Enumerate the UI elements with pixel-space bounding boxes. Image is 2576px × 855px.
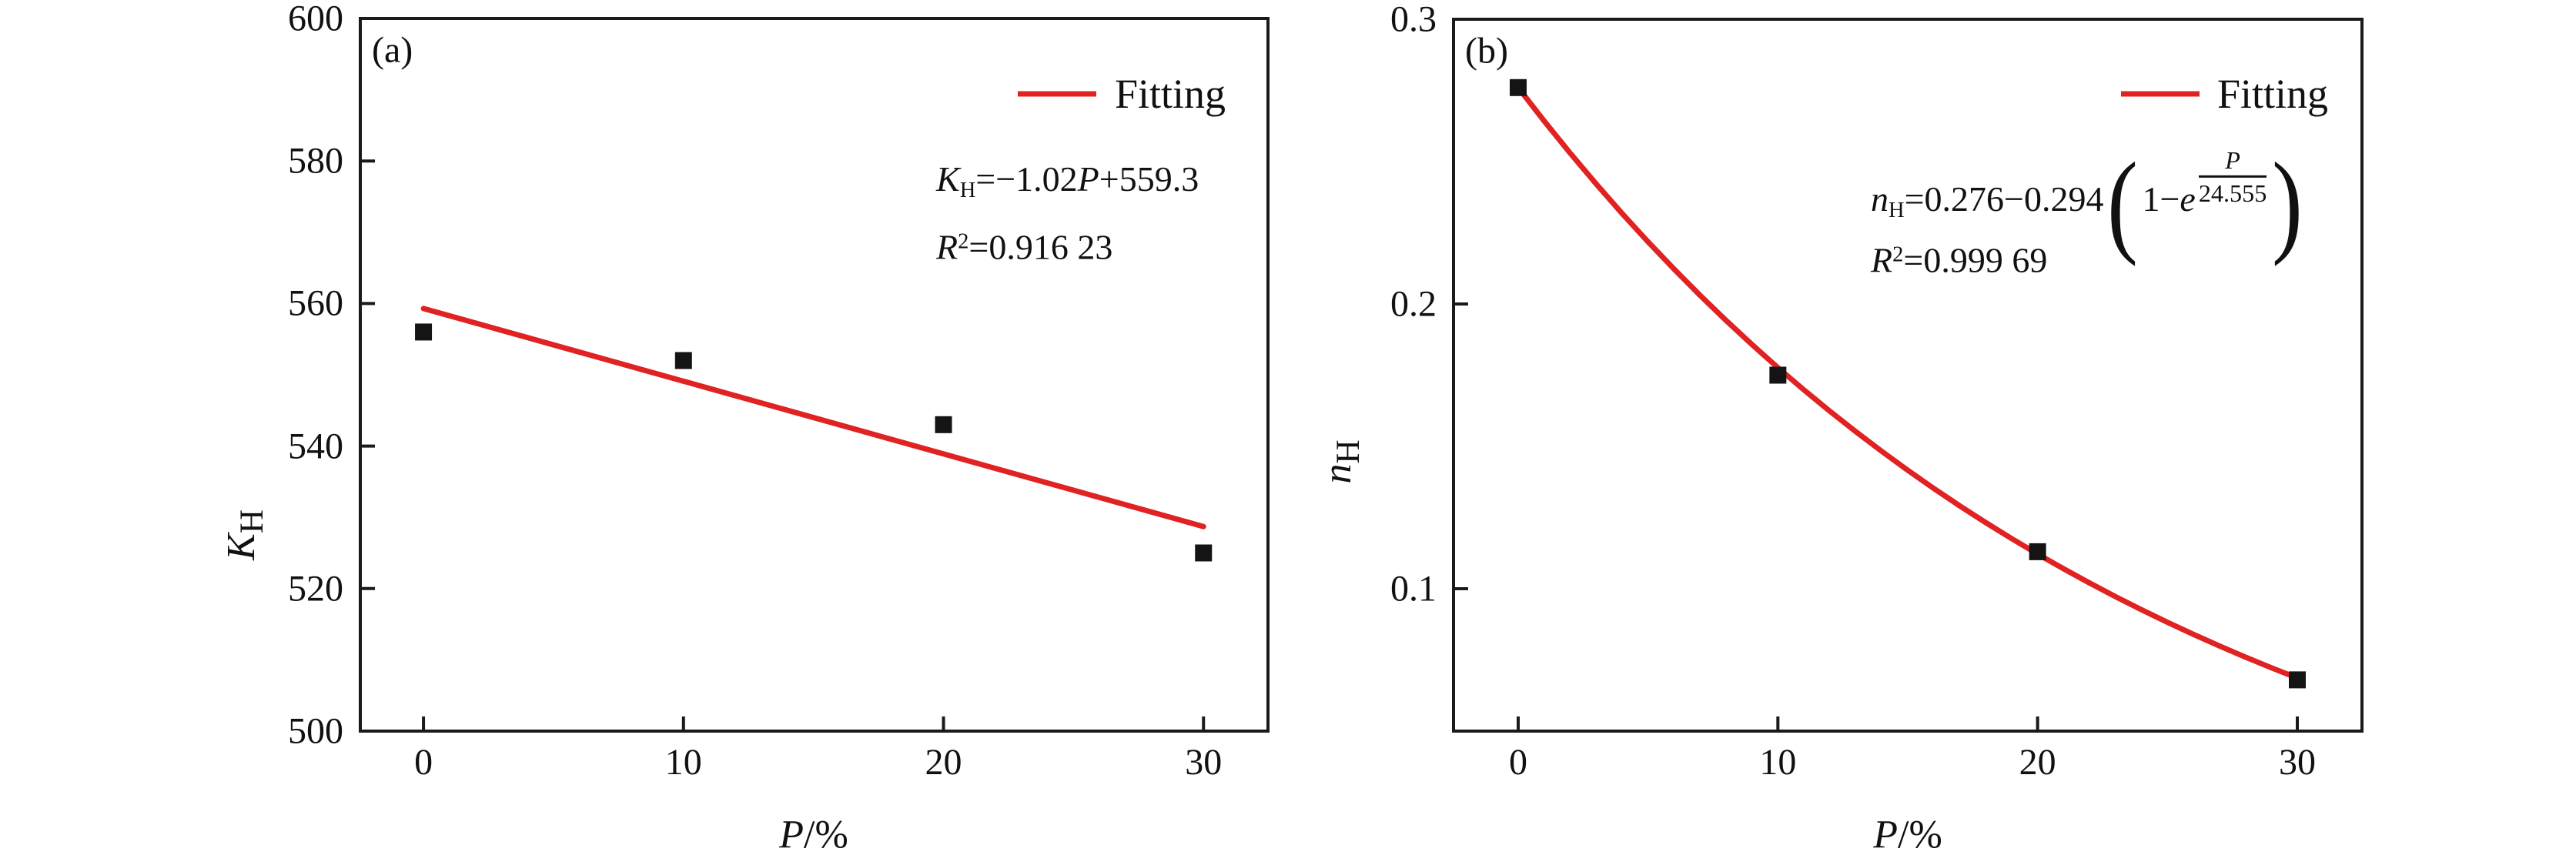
x-tick-label: 20 [2019, 742, 2056, 783]
panel-b-fit-equation: nH=0.276−0.294(1−e P 24.555) [1871, 139, 2303, 268]
y-tick-label: 540 [288, 426, 343, 467]
x-tick-label: 10 [1759, 742, 1797, 783]
x-tick-label: 10 [664, 742, 702, 783]
panel-b-label: (b) [1465, 30, 1508, 72]
x-tick-label: 0 [414, 742, 433, 783]
panel-b-plot-frame [1452, 18, 2364, 733]
y-tick-label: 580 [288, 140, 343, 182]
panel-a-x-axis-title: P/% [779, 813, 848, 855]
panel-b-legend-label: Fitting [2217, 71, 2329, 117]
panel-b-r-squared: R2=0.999 69 [1871, 240, 2048, 280]
y-tick-label: 600 [288, 0, 343, 39]
panel-a-r-squared: R2=0.916 23 [936, 227, 1113, 267]
fit-curve [1515, 85, 2300, 681]
y-tick-label: 0.2 [1390, 283, 1437, 325]
data-point [1509, 78, 1527, 96]
panel-a-legend-label: Fitting [1115, 71, 1226, 117]
y-tick-label: 520 [288, 568, 343, 610]
x-tick-label: 30 [2279, 742, 2316, 783]
data-point [2289, 671, 2307, 689]
panel-a-fit-equation: KH=−1.02P+559.3 [936, 159, 1199, 202]
data-point [415, 323, 433, 341]
panel-a-label: (a) [372, 29, 413, 71]
y-tick-label: 0.3 [1390, 0, 1437, 40]
fit-line [420, 306, 1206, 529]
y-tick-label: 0.1 [1390, 568, 1437, 610]
panel-a-plot-frame [359, 17, 1270, 733]
data-point [674, 352, 692, 369]
panel-b-legend-line-swatch [2121, 91, 2200, 97]
exponent-fraction: P 24.555 [2198, 145, 2267, 207]
y-tick-label: 560 [288, 282, 343, 324]
data-point [1195, 544, 1213, 562]
panel-b-x-axis-title: P/% [1873, 813, 1942, 855]
panel-a-legend-line-swatch [1018, 91, 1096, 97]
panel-b-y-axis-title: nH [1315, 439, 1367, 484]
data-point [2029, 543, 2046, 560]
data-point [935, 416, 952, 433]
x-tick-label: 0 [1508, 742, 1527, 783]
x-tick-label: 30 [1185, 742, 1223, 783]
y-tick-label: 500 [288, 710, 343, 752]
x-tick-label: 20 [925, 742, 962, 783]
panel-a-y-axis-title: KH [219, 509, 271, 560]
data-point [1769, 366, 1787, 384]
